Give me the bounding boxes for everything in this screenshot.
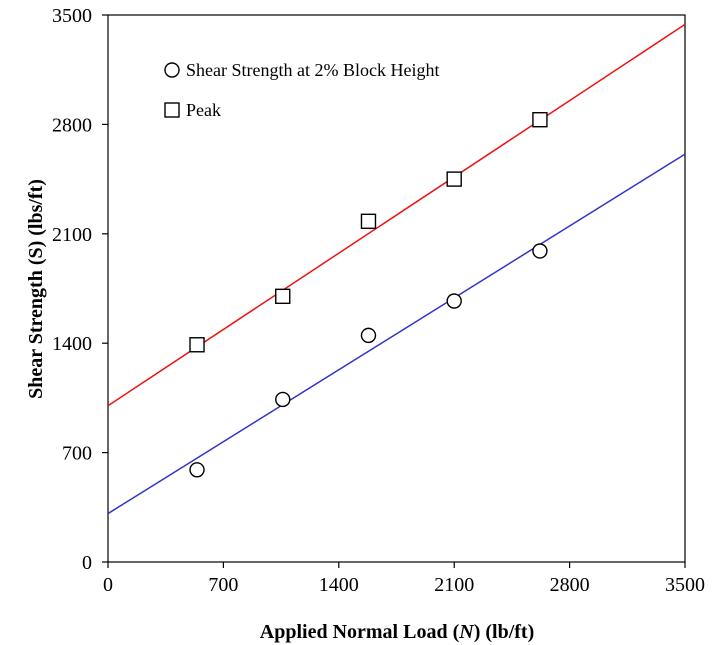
x-tick-label: 2100 (434, 574, 474, 596)
square-point (189, 337, 205, 353)
y-axis-title: Shear Strength (S) (lbs/ft) (25, 179, 47, 399)
data-markers (189, 112, 548, 478)
square-point (446, 171, 462, 187)
y-tick-label: 2800 (52, 114, 92, 136)
y-tick-label: 0 (82, 552, 92, 574)
circle-point (360, 327, 377, 344)
square-point (275, 288, 291, 305)
y-tick-label: 2100 (52, 224, 92, 246)
y-tick-label: 1400 (52, 333, 92, 355)
plot-frame (107, 14, 686, 563)
legend-label: Peak (186, 100, 221, 120)
x-tick-label: 2800 (550, 574, 590, 596)
axes: 0 700 1400 2100 2800 3500 0 700 1400 2100 2800 3500 (52, 5, 705, 596)
x-axis-title-part-2: ) (lb/ft) (474, 621, 535, 643)
legend-circle-icon (164, 62, 180, 78)
circle-point (275, 391, 291, 408)
x-axis-title-part-1: Applied Normal Load ( (260, 621, 460, 643)
x-tick-label: 3500 (665, 574, 705, 596)
fit-line-series-0 (107, 153, 686, 515)
x-tick-label: 700 (208, 574, 238, 596)
circle-point (446, 293, 462, 309)
circle-point (189, 462, 205, 478)
legend-label: Shear Strength at 2% Block Height (186, 60, 439, 80)
y-tick-label: 3500 (52, 5, 92, 27)
square-point (532, 112, 548, 128)
x-axis-title-variable: N (458, 621, 475, 643)
legend: Shear Strength at 2% Block Height Peak (164, 60, 439, 120)
fit-lines (107, 23, 686, 515)
y-tick-label: 700 (62, 443, 92, 465)
x-axis-title: Applied Normal Load (N) (lb/ft) (260, 621, 534, 643)
square-point (360, 213, 377, 229)
legend-square-icon (164, 102, 180, 118)
x-tick-label: 0 (103, 574, 113, 596)
x-tick-label: 1400 (319, 574, 359, 596)
circle-point (532, 243, 548, 259)
